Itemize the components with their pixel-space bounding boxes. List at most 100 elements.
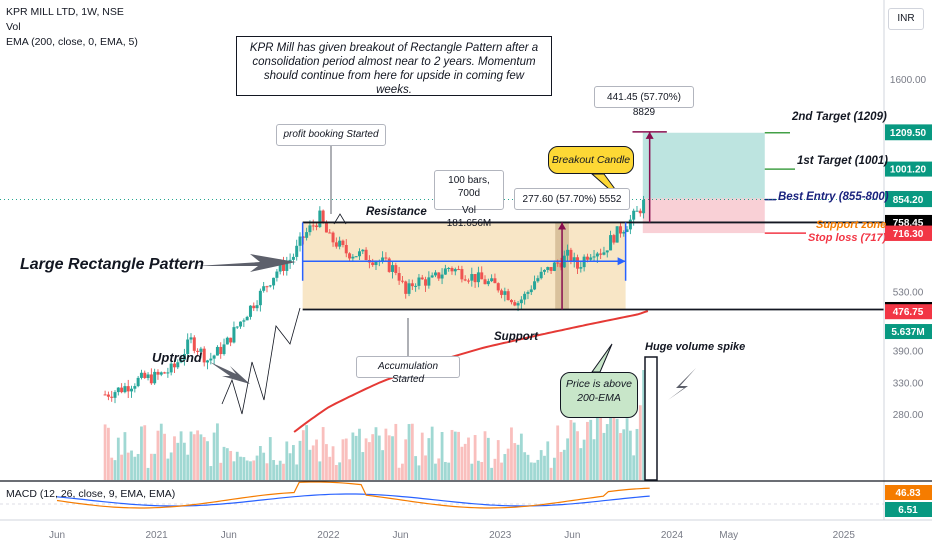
- volume-bar: [536, 459, 540, 480]
- volume-bar: [166, 458, 170, 480]
- volume-bar: [338, 462, 342, 480]
- volume-bar: [318, 461, 322, 480]
- volume-bar: [510, 427, 513, 480]
- volume-bar: [199, 434, 203, 480]
- x-tick-label: Jun: [221, 530, 237, 541]
- volume-bar: [414, 456, 418, 480]
- candle-body: [318, 210, 322, 228]
- candle-body: [348, 253, 352, 259]
- candle-body: [321, 210, 325, 223]
- resistance-label: Resistance: [366, 206, 427, 218]
- candle-body: [189, 337, 193, 340]
- candle-body: [255, 305, 259, 309]
- volume-bar: [407, 424, 411, 480]
- symbol-title: KPR MILL LTD, 1W, NSE: [6, 6, 124, 18]
- volume-bar: [473, 435, 477, 480]
- volume-bar: [239, 456, 242, 480]
- candle-body: [625, 229, 629, 232]
- volume-bar: [113, 460, 117, 480]
- candle-body: [513, 302, 517, 306]
- candle-body: [476, 272, 480, 283]
- volume-bar: [367, 442, 371, 480]
- candle-body: [642, 199, 646, 214]
- candle-body: [245, 316, 249, 321]
- volume-bar: [589, 419, 593, 480]
- candle-body: [139, 372, 143, 378]
- candle-body: [453, 269, 457, 272]
- x-tick-label: Jun: [564, 530, 580, 541]
- candle-body: [232, 327, 236, 343]
- volume-bar: [470, 463, 474, 480]
- support-label: Support: [494, 331, 539, 343]
- volume-bar: [288, 453, 292, 480]
- candle-body: [407, 283, 411, 294]
- currency-button[interactable]: INR: [888, 8, 924, 30]
- volume-bar: [595, 417, 599, 480]
- price-badge: [885, 125, 932, 141]
- candle-body: [176, 362, 180, 368]
- uptrend-label: Uptrend: [152, 350, 202, 365]
- volume-bar: [632, 455, 636, 480]
- volume-bar: [450, 429, 454, 480]
- ema-callout-tail: [591, 343, 613, 373]
- volume-bar: [358, 428, 361, 480]
- volume-bar: [397, 467, 401, 480]
- volume-bar: [173, 436, 176, 480]
- volume-bar: [552, 457, 556, 480]
- signal-value-text: 6.51: [898, 505, 918, 516]
- volume-bar: [103, 424, 107, 480]
- x-tick-label: 2024: [661, 530, 684, 541]
- candle-body: [427, 277, 431, 286]
- volume-bar: [460, 446, 464, 480]
- price-badge-text: 1209.50: [890, 128, 927, 139]
- candle-body: [354, 256, 358, 258]
- large-rectangle-label: Large Rectangle Pattern: [20, 256, 205, 273]
- volume-bar: [599, 401, 603, 480]
- range-arrow-head: [617, 257, 626, 266]
- volume-bar: [377, 435, 381, 480]
- candle-body: [400, 280, 404, 282]
- volume-bar: [146, 467, 150, 480]
- candle-body: [519, 299, 523, 304]
- volume-bar: [301, 430, 305, 480]
- candle-body: [576, 257, 580, 269]
- candle-body: [202, 348, 206, 363]
- candle-body: [503, 291, 507, 295]
- price-badge: [885, 324, 932, 340]
- candle-body: [248, 305, 252, 317]
- volume-bar: [278, 460, 282, 480]
- loss-zone: [642, 198, 765, 234]
- candle-body: [450, 267, 454, 272]
- volume-bar: [410, 423, 414, 480]
- candle-body: [116, 387, 120, 393]
- range-measure-bars: 100 bars, 700d: [448, 175, 490, 199]
- candle-body: [622, 231, 626, 234]
- candle-body: [440, 274, 444, 279]
- candle-body: [179, 359, 183, 363]
- macd-value-badge: [885, 485, 932, 500]
- candle-body: [242, 320, 246, 322]
- rectangle-box: [302, 222, 626, 310]
- main-note: KPR Mill has given breakout of Rectangle…: [236, 36, 552, 96]
- volume-bar: [642, 370, 645, 480]
- profit-booking-label: profit booking Started: [276, 124, 386, 146]
- candle-body: [404, 281, 408, 294]
- candle-body: [159, 372, 163, 375]
- volume-bar: [622, 429, 626, 480]
- volume-bar: [374, 427, 378, 480]
- volume-bar: [371, 434, 375, 480]
- volume-bar: [328, 456, 332, 480]
- candle-body: [153, 371, 157, 384]
- candle-body: [272, 277, 276, 286]
- volume-bar: [576, 431, 579, 480]
- volume-bar: [523, 452, 527, 480]
- volume-bar: [391, 436, 394, 480]
- candle-body: [536, 278, 540, 282]
- candle-body: [163, 372, 167, 374]
- volume-bar: [229, 450, 233, 480]
- candle-body: [628, 219, 632, 230]
- volume-bar: [202, 437, 206, 480]
- volume-bar: [249, 461, 252, 480]
- candle-body: [549, 267, 553, 271]
- candle-body: [516, 303, 520, 306]
